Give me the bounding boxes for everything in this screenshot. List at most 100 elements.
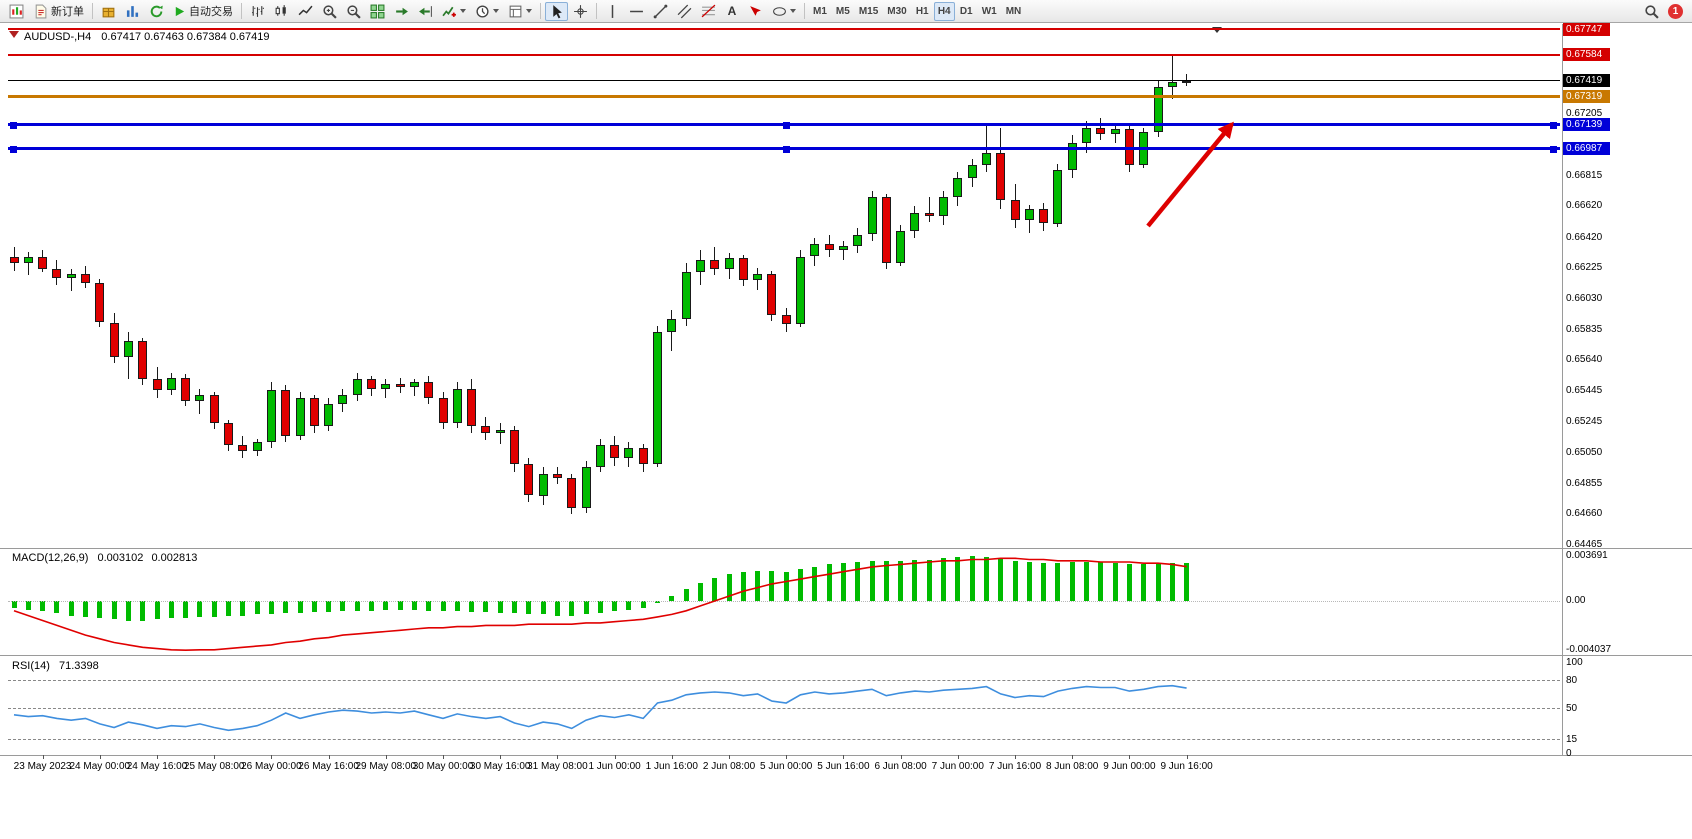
rsi-scale-label: 80 bbox=[1566, 675, 1578, 687]
line-handle[interactable] bbox=[10, 145, 17, 153]
chart-shift-button[interactable] bbox=[414, 2, 437, 21]
text-tool-icon: A bbox=[727, 4, 737, 18]
macd-histogram-bar bbox=[1026, 562, 1032, 601]
periods-button[interactable] bbox=[471, 2, 503, 21]
bars-chart-type-button[interactable] bbox=[246, 2, 269, 21]
candle-wick bbox=[1186, 73, 1188, 87]
time-tick bbox=[900, 755, 902, 759]
new-chart-button[interactable] bbox=[5, 2, 28, 21]
macd-histogram-bar bbox=[411, 601, 417, 610]
macd-histogram-bar bbox=[1041, 563, 1047, 601]
macd-zero-line bbox=[8, 601, 1560, 602]
macd-histogram-bar bbox=[340, 601, 346, 611]
time-tick bbox=[385, 755, 387, 759]
new-chart-icon bbox=[9, 4, 24, 18]
horizontal-line-object[interactable] bbox=[8, 28, 1560, 30]
horizontal-line-object[interactable] bbox=[8, 94, 1560, 98]
vertical-line-tool-button[interactable] bbox=[601, 2, 624, 21]
candle-body bbox=[338, 394, 348, 405]
macd-histogram-bar bbox=[1084, 562, 1089, 601]
candle-body bbox=[753, 273, 763, 281]
candle-body bbox=[123, 341, 133, 358]
timeframe-m15-button[interactable]: M15 bbox=[855, 2, 882, 21]
macd-main-value: 0.003102 bbox=[97, 552, 144, 564]
chart-ohlc-header: AUDUSD-,H4 0.67417 0.67463 0.67384 0.674… bbox=[24, 31, 270, 43]
time-tick bbox=[271, 755, 273, 759]
panel-separator[interactable] bbox=[0, 655, 1692, 657]
macd-histogram-bar bbox=[168, 601, 174, 619]
cursor-button[interactable] bbox=[545, 1, 568, 21]
timeframe-mn-button[interactable]: MN bbox=[1002, 2, 1026, 21]
zoom-out-button[interactable] bbox=[342, 2, 365, 21]
template-icon bbox=[509, 5, 522, 17]
price-badge: 0.67584 bbox=[1563, 48, 1610, 62]
macd-histogram-bar bbox=[740, 571, 746, 601]
timeframe-m1-button[interactable]: M1 bbox=[809, 2, 831, 21]
trend-arrow-annotation[interactable] bbox=[1146, 121, 1234, 228]
timeframe-m5-button[interactable]: M5 bbox=[832, 2, 854, 21]
macd-label: MACD(12,26,9) bbox=[12, 552, 89, 564]
price-axis-label: 0.65445 bbox=[1566, 384, 1603, 396]
panel-separator[interactable] bbox=[0, 548, 1692, 550]
price-axis-label: 0.64855 bbox=[1566, 477, 1603, 489]
line-handle[interactable] bbox=[1550, 121, 1557, 129]
macd-histogram-bar bbox=[1055, 563, 1061, 601]
auto-scroll-button[interactable] bbox=[390, 2, 413, 21]
time-tick bbox=[1186, 755, 1188, 759]
candle-body bbox=[295, 398, 305, 436]
autotrading-button[interactable]: 自动交易 bbox=[169, 2, 237, 21]
line-handle[interactable] bbox=[783, 145, 790, 153]
candlestick-chart-type-button[interactable] bbox=[270, 2, 293, 21]
tile-windows-button[interactable] bbox=[366, 2, 389, 21]
time-tick bbox=[443, 755, 444, 759]
crosshair-button[interactable] bbox=[569, 2, 592, 21]
horizontal-line-tool-button[interactable] bbox=[625, 2, 648, 21]
text-tool-button[interactable]: A bbox=[721, 2, 743, 21]
shapes-icon bbox=[773, 6, 786, 16]
candle-body bbox=[853, 234, 863, 246]
fibonacci-tool-button[interactable] bbox=[697, 2, 720, 21]
timeframe-m30-button[interactable]: M30 bbox=[883, 2, 910, 21]
arrow-label-tool-button[interactable] bbox=[744, 2, 767, 21]
indicators-button[interactable] bbox=[438, 2, 470, 21]
timeframe-w1-button[interactable]: W1 bbox=[978, 2, 1001, 21]
candle-body bbox=[481, 426, 491, 433]
line-chart-type-button[interactable] bbox=[294, 2, 317, 21]
zoom-in-button[interactable] bbox=[318, 2, 341, 21]
macd-histogram-bar bbox=[125, 601, 131, 621]
candle-body bbox=[1167, 82, 1177, 87]
history-center-button[interactable] bbox=[97, 2, 120, 21]
refresh-button[interactable] bbox=[145, 2, 168, 21]
candle-body bbox=[1053, 170, 1063, 224]
macd-histogram-bar bbox=[283, 601, 289, 614]
shapes-tool-button[interactable] bbox=[768, 2, 800, 21]
line-handle[interactable] bbox=[783, 121, 790, 129]
time-axis-label: 23 May 2023 bbox=[13, 761, 72, 772]
time-axis-label: 24 May 16:00 bbox=[126, 761, 188, 772]
new-order-button[interactable]: 新订单 bbox=[29, 2, 88, 21]
timeframe-d1-button[interactable]: D1 bbox=[956, 2, 977, 21]
new-order-label: 新订单 bbox=[51, 6, 84, 18]
notifications-button[interactable]: 1 bbox=[1664, 2, 1687, 21]
search-button[interactable] bbox=[1640, 2, 1663, 21]
templates-button[interactable] bbox=[504, 2, 536, 21]
channel-tool-button[interactable] bbox=[673, 2, 696, 21]
horizontal-line-object[interactable] bbox=[8, 53, 1560, 56]
timeframe-h1-button[interactable]: H1 bbox=[912, 2, 933, 21]
rsi-scale-label: 0 bbox=[1566, 748, 1572, 759]
candle-body bbox=[38, 256, 48, 270]
macd-histogram-bar bbox=[297, 601, 303, 614]
line-handle[interactable] bbox=[1550, 145, 1557, 153]
time-axis-label: 29 May 08:00 bbox=[355, 761, 417, 772]
candle-body bbox=[567, 478, 577, 509]
trendline-icon bbox=[653, 4, 668, 18]
line-handle[interactable] bbox=[10, 121, 17, 129]
candle-body bbox=[424, 382, 434, 398]
macd-histogram-bar bbox=[1155, 563, 1161, 601]
timeframe-h4-button[interactable]: H4 bbox=[933, 1, 955, 21]
candle-body bbox=[996, 152, 1006, 200]
market-watch-button[interactable] bbox=[121, 2, 144, 21]
trendline-tool-button[interactable] bbox=[649, 2, 672, 21]
macd-histogram-bar bbox=[1012, 560, 1018, 601]
candlestick-type-icon bbox=[275, 4, 286, 16]
